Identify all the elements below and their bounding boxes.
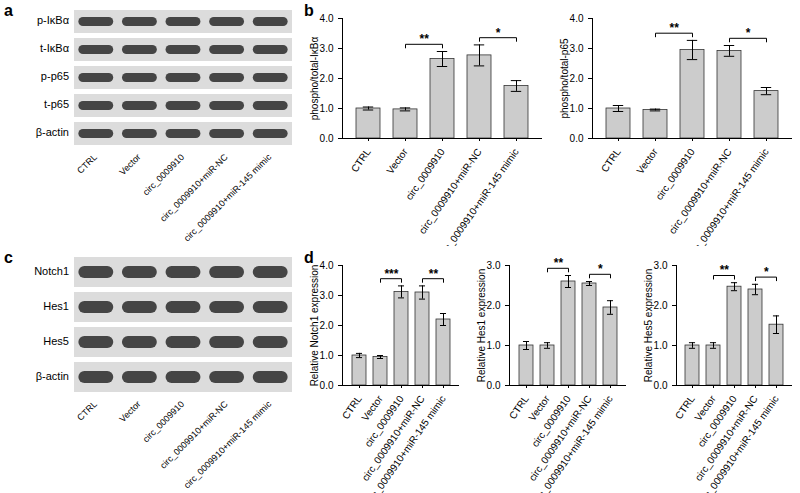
svg-text:β-actin: β-actin <box>36 126 69 138</box>
svg-text:circ_0009910+miR-145 mimic: circ_0009910+miR-145 mimic <box>363 393 448 493</box>
svg-text:circ_0009910+miR-NC: circ_0009910+miR-NC <box>158 399 230 471</box>
svg-text:p-IκBα: p-IκBα <box>37 14 70 26</box>
svg-text:Hes1: Hes1 <box>43 300 69 312</box>
html-text:c: c <box>4 249 13 266</box>
svg-text:Vector: Vector <box>526 393 552 423</box>
svg-text:**: ** <box>670 21 680 35</box>
svg-text:circ_0009910: circ_0009910 <box>141 399 186 444</box>
svg-text:circ_0009910+miR-NC: circ_0009910+miR-NC <box>692 393 760 483</box>
svg-text:0.0: 0.0 <box>320 380 334 391</box>
svg-text:0.0: 0.0 <box>487 380 501 391</box>
svg-text:3.0: 3.0 <box>654 260 668 271</box>
svg-text:2.0: 2.0 <box>654 300 668 311</box>
svg-text:circ_0009910+miR-145 mimic: circ_0009910+miR-145 mimic <box>530 393 615 493</box>
svg-text:3.0: 3.0 <box>320 43 334 54</box>
svg-text:*: * <box>496 26 501 40</box>
svg-text:4.0: 4.0 <box>320 260 334 271</box>
html-text:d: d <box>304 249 314 266</box>
svg-text:CTRL: CTRL <box>599 146 623 174</box>
svg-text:1.0: 1.0 <box>320 350 334 361</box>
svg-text:3.0: 3.0 <box>320 290 334 301</box>
svg-text:Notch1: Notch1 <box>34 265 69 277</box>
svg-text:phospho/total-p65: phospho/total-p65 <box>559 38 570 119</box>
svg-text:Vector: Vector <box>359 393 385 423</box>
svg-text:*: * <box>764 265 769 279</box>
svg-text:0.0: 0.0 <box>654 380 668 391</box>
svg-text:0.0: 0.0 <box>570 133 584 144</box>
svg-text:4.0: 4.0 <box>570 13 584 24</box>
svg-text:CTRL: CTRL <box>672 393 697 422</box>
svg-text:3.0: 3.0 <box>570 43 584 54</box>
svg-text:circ_0009910+miR-NC: circ_0009910+miR-NC <box>359 393 427 483</box>
html-text:b: b <box>304 2 314 19</box>
svg-text:CTRL: CTRL <box>339 393 364 422</box>
svg-text:CTRL: CTRL <box>75 399 99 423</box>
svg-text:2.0: 2.0 <box>320 320 334 331</box>
svg-text:CTRL: CTRL <box>349 146 373 174</box>
svg-text:1.0: 1.0 <box>570 103 584 114</box>
svg-text:Vector: Vector <box>692 393 718 423</box>
svg-text:**: ** <box>720 263 730 277</box>
svg-text:*: * <box>746 26 751 40</box>
svg-text:4.0: 4.0 <box>320 13 334 24</box>
svg-text:circ_0009910: circ_0009910 <box>403 146 447 202</box>
svg-text:p-p65: p-p65 <box>41 70 69 82</box>
svg-text:**: ** <box>420 32 430 46</box>
svg-text:circ_0009910: circ_0009910 <box>653 146 697 202</box>
svg-text:Vector: Vector <box>384 146 410 176</box>
svg-text:circ_0009910+miR-NC: circ_0009910+miR-NC <box>158 152 230 224</box>
svg-text:2.0: 2.0 <box>570 73 584 84</box>
svg-text:3.0: 3.0 <box>487 260 501 271</box>
svg-text:Relative Notch1 expression: Relative Notch1 expression <box>309 265 320 387</box>
svg-text:Relative Hes5 expression: Relative Hes5 expression <box>643 269 654 382</box>
svg-text:Vector: Vector <box>117 152 142 177</box>
svg-text:circ_0009910+miR-NC: circ_0009910+miR-NC <box>417 146 484 235</box>
svg-text:2.0: 2.0 <box>320 73 334 84</box>
svg-text:1.0: 1.0 <box>654 340 668 351</box>
svg-text:Vector: Vector <box>634 146 660 176</box>
svg-text:CTRL: CTRL <box>75 152 99 176</box>
svg-text:circ_0009910+miR-NC: circ_0009910+miR-NC <box>526 393 594 483</box>
svg-text:circ_0009910+miR-145 mimic: circ_0009910+miR-145 mimic <box>696 393 781 493</box>
svg-text:circ_0009910+miR-145 mimic: circ_0009910+miR-145 mimic <box>182 152 274 244</box>
svg-text:β-actin: β-actin <box>36 370 69 382</box>
svg-text:circ_0009910+miR-145 mimic: circ_0009910+miR-145 mimic <box>182 399 274 491</box>
svg-text:Hes5: Hes5 <box>43 335 69 347</box>
svg-text:1.0: 1.0 <box>320 103 334 114</box>
svg-text:CTRL: CTRL <box>506 393 531 422</box>
svg-text:*: * <box>598 262 603 276</box>
svg-text:2.0: 2.0 <box>487 300 501 311</box>
svg-text:circ_0009910+miR-145 mimic: circ_0009910+miR-145 mimic <box>436 146 521 246</box>
html-text:a: a <box>4 2 13 19</box>
svg-text:1.0: 1.0 <box>487 340 501 351</box>
svg-text:circ_0009910+miR-145 mimic: circ_0009910+miR-145 mimic <box>686 146 771 246</box>
svg-text:***: *** <box>384 267 398 281</box>
svg-text:Vector: Vector <box>117 399 142 424</box>
svg-text:0.0: 0.0 <box>320 133 334 144</box>
svg-text:t-p65: t-p65 <box>44 98 69 110</box>
svg-text:Relative Hes1 expression: Relative Hes1 expression <box>476 269 487 382</box>
svg-text:circ_0009910+miR-NC: circ_0009910+miR-NC <box>667 146 734 235</box>
svg-text:circ_0009910: circ_0009910 <box>141 152 186 197</box>
svg-text:**: ** <box>554 256 564 270</box>
svg-text:**: ** <box>429 267 439 281</box>
svg-text:phospho/total-IκBα: phospho/total-IκBα <box>309 36 320 120</box>
svg-text:t-IκBα: t-IκBα <box>40 42 70 54</box>
